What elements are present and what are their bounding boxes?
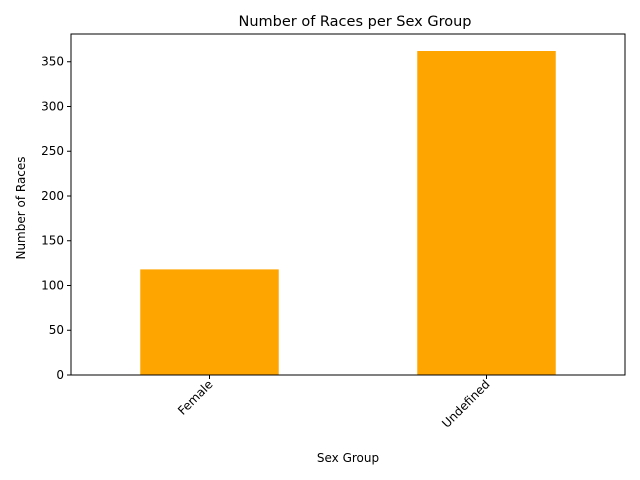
y-tick-label: 50 <box>49 323 64 337</box>
y-axis-ticks: 0 50 100 150 200 250 300 350 <box>41 55 71 382</box>
y-tick-label: 350 <box>41 55 64 69</box>
y-tick-label: 250 <box>41 144 64 158</box>
y-tick-label: 200 <box>41 189 64 203</box>
y-tick-label: 150 <box>41 234 64 248</box>
y-axis-label: Number of Races <box>14 156 28 259</box>
y-tick-label: 0 <box>56 368 64 382</box>
y-tick-label: 300 <box>41 99 64 113</box>
y-tick-label: 100 <box>41 278 64 292</box>
plot-frame <box>70 33 626 376</box>
bars-group <box>140 51 556 375</box>
bar-undefined <box>417 51 556 375</box>
x-axis-label: Sex Group <box>317 451 379 465</box>
bar-female <box>140 269 279 375</box>
chart-title: Number of Races per Sex Group <box>238 14 471 30</box>
